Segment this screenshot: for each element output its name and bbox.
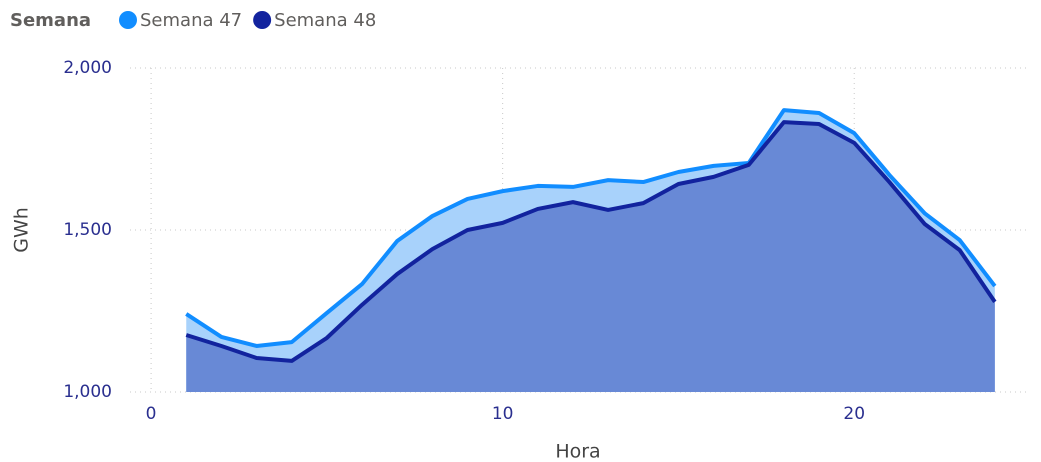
legend-marker bbox=[253, 11, 272, 29]
legend-label: Semana 47 bbox=[140, 10, 242, 31]
x-axis-label: Hora bbox=[555, 441, 600, 462]
y-tick-label: 1,500 bbox=[63, 220, 112, 240]
x-tick-label: 20 bbox=[843, 404, 865, 424]
line bbox=[185, 120, 997, 363]
x-tick-label: 0 bbox=[146, 404, 157, 424]
x-tick-label: 10 bbox=[492, 404, 514, 424]
legend-marker bbox=[119, 11, 137, 29]
line bbox=[185, 108, 997, 348]
y-axis-label: GWh bbox=[11, 207, 33, 253]
legend-label: Semana 48 bbox=[274, 10, 376, 31]
legend-title: Semana bbox=[10, 10, 91, 31]
y-tick-label: 2,000 bbox=[63, 58, 112, 78]
area bbox=[186, 122, 995, 392]
y-tick-label: 1,000 bbox=[63, 382, 112, 402]
